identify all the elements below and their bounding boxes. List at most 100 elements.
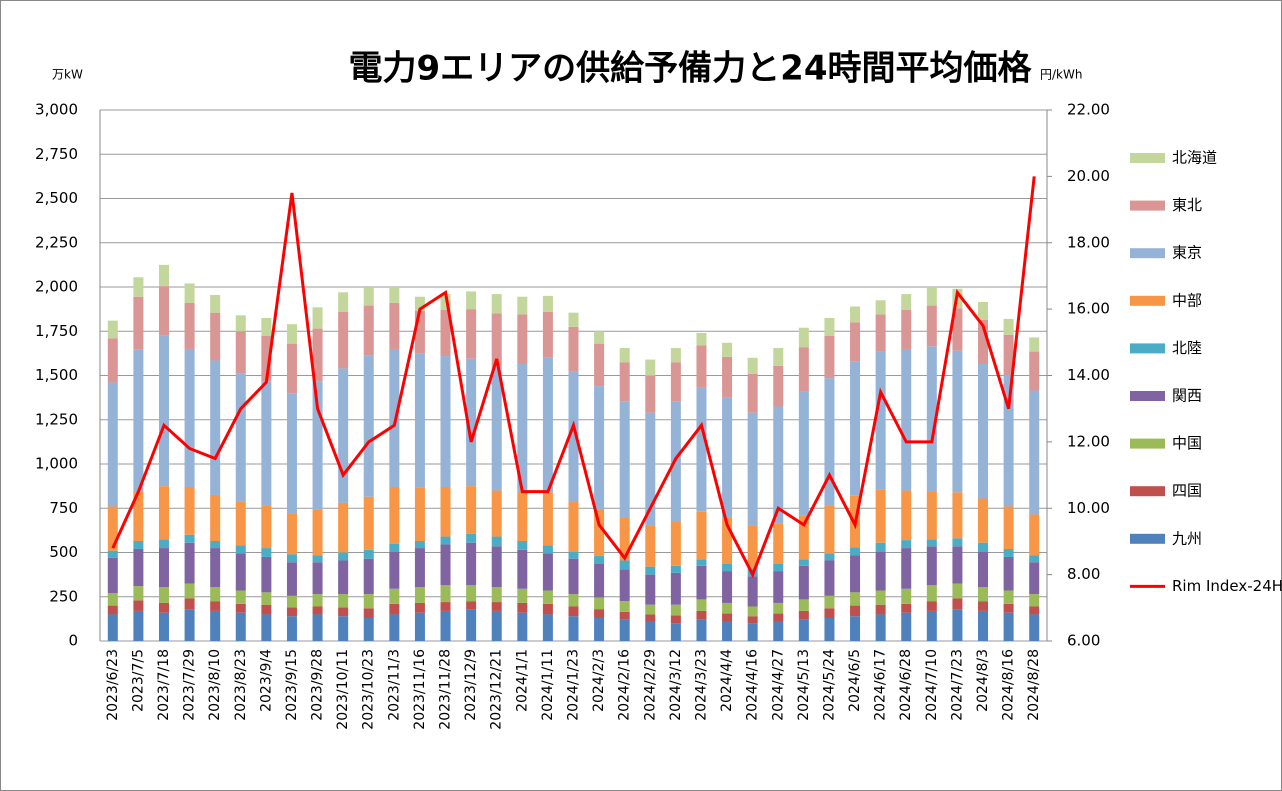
y-tick-label: 750 [49, 499, 78, 517]
bar-segment [875, 314, 886, 352]
bar-segment [312, 594, 323, 607]
bar-segment [850, 605, 861, 617]
bar-segment [594, 609, 605, 618]
bar-segment [594, 597, 605, 610]
bar-segment [1003, 603, 1014, 613]
bar-segment [286, 324, 297, 344]
bar-segment [926, 305, 937, 347]
legend-label: 東北 [1172, 196, 1202, 214]
bar-segment [773, 602, 784, 614]
bar-segment [901, 540, 912, 549]
bar-segment [363, 594, 374, 609]
bar-segment [107, 593, 118, 606]
bar-segment [978, 302, 989, 320]
bar-segment [133, 277, 144, 297]
bar-segment [901, 548, 912, 589]
bar-segment [184, 534, 195, 543]
bar-segment [184, 542, 195, 584]
bar-segment [568, 502, 579, 552]
x-tick-label: 2024/7/23 [949, 649, 965, 721]
x-tick-label: 2024/6/5 [847, 649, 863, 712]
bar-segment [722, 571, 733, 603]
bar-segment [210, 540, 221, 549]
bar-segment [133, 586, 144, 601]
bar-segment [312, 562, 323, 595]
bar-segment [466, 542, 477, 586]
bar-segment [696, 511, 707, 560]
bar-segment [926, 287, 937, 306]
bar-segment [491, 490, 502, 537]
bar-segment [798, 515, 809, 560]
legend-swatch [1130, 153, 1165, 163]
bar-segment [440, 585, 451, 603]
bar-segment [235, 545, 246, 554]
y2-tick-label: 6.00 [1067, 632, 1100, 650]
bar-segment [235, 501, 246, 546]
bar-segment [926, 601, 937, 611]
bar-segment [670, 604, 681, 616]
bar-segment [1029, 614, 1040, 641]
bar-segment [798, 619, 809, 641]
bar-segment [440, 544, 451, 586]
y-tick-label: 500 [49, 543, 78, 561]
bar-segment [261, 335, 272, 382]
bar-segment [619, 619, 630, 641]
bar-segment [286, 607, 297, 617]
bar-segment [158, 612, 169, 641]
legend-swatch [1130, 391, 1165, 401]
bar-segment [773, 564, 784, 572]
bar-segment [517, 540, 528, 550]
x-tick-label: 2024/4/4 [719, 649, 735, 712]
y-axis-unit: 万kW [52, 68, 83, 82]
bar-segment [414, 612, 425, 641]
bar-segment [645, 375, 656, 413]
x-tick-label: 2024/6/28 [898, 649, 914, 721]
bar-segment [645, 566, 656, 575]
bar-segment [747, 576, 758, 607]
bar-segment [261, 381, 272, 506]
legend-swatch [1130, 486, 1165, 497]
bar-segment [312, 606, 323, 615]
bar-segment [798, 347, 809, 392]
bar-segment [184, 487, 195, 535]
bar-segment [389, 287, 400, 303]
bar-segment [210, 360, 221, 495]
bar-segment [696, 610, 707, 620]
bar-segment [901, 612, 912, 641]
y-tick-label: 250 [49, 587, 78, 605]
bar-segment [107, 557, 118, 594]
bar-segment [440, 536, 451, 545]
bar-segment [696, 619, 707, 641]
bar-segment [235, 331, 246, 374]
bar-segment [773, 523, 784, 565]
bar-segment [773, 571, 784, 603]
bar-segment [338, 616, 349, 641]
bar-segment [414, 353, 425, 488]
bar-segment [619, 601, 630, 612]
bar-segment [261, 505, 272, 549]
bar-segment [670, 348, 681, 363]
bar-segment [286, 616, 297, 641]
bar-segment [133, 540, 144, 549]
bar-segment [491, 546, 502, 588]
bar-segment [926, 346, 937, 492]
bar-segment [363, 549, 374, 559]
bar-segment [158, 264, 169, 287]
bar-segment [542, 492, 553, 546]
bar-segment [875, 542, 886, 552]
y-tick-label: 1,500 [35, 366, 78, 384]
bar-segment [645, 621, 656, 641]
bar-segment [798, 565, 809, 600]
y-tick-label: 2,250 [35, 233, 78, 251]
bar-segment [773, 613, 784, 622]
bar-segment [978, 610, 989, 641]
bar-segment [184, 583, 195, 599]
bar-segment [210, 601, 221, 611]
bar-segment [542, 590, 553, 604]
bar-segment [696, 387, 707, 512]
y2-tick-label: 18.00 [1067, 233, 1110, 251]
bar-segment [875, 489, 886, 543]
bar-segment [491, 294, 502, 314]
bar-segment [133, 610, 144, 641]
bar-segment [978, 587, 989, 602]
